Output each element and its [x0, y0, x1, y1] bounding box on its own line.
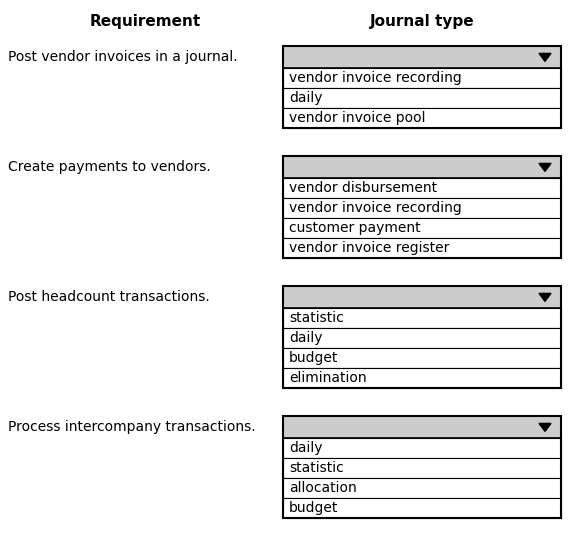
- Text: budget: budget: [289, 351, 338, 365]
- Polygon shape: [539, 293, 551, 301]
- Bar: [283, 416, 561, 518]
- Text: vendor invoice recording: vendor invoice recording: [289, 201, 462, 215]
- Bar: [283, 416, 561, 438]
- Bar: [283, 328, 561, 348]
- Bar: [283, 286, 561, 308]
- Polygon shape: [539, 164, 551, 171]
- Bar: [283, 46, 561, 128]
- Text: budget: budget: [289, 501, 338, 515]
- Bar: [283, 108, 561, 128]
- Text: statistic: statistic: [289, 311, 344, 325]
- Bar: [283, 198, 561, 218]
- Bar: [283, 156, 561, 178]
- Bar: [283, 178, 561, 198]
- Bar: [283, 478, 561, 498]
- Text: daily: daily: [289, 91, 322, 105]
- Bar: [283, 238, 561, 258]
- Text: daily: daily: [289, 331, 322, 345]
- Text: elimination: elimination: [289, 371, 367, 385]
- Text: daily: daily: [289, 441, 322, 455]
- Bar: [283, 348, 561, 368]
- Text: vendor disbursement: vendor disbursement: [289, 181, 437, 195]
- Text: Post headcount transactions.: Post headcount transactions.: [8, 290, 210, 304]
- Bar: [283, 88, 561, 108]
- Bar: [283, 218, 561, 238]
- Bar: [283, 46, 561, 68]
- Bar: [283, 458, 561, 478]
- Bar: [283, 156, 561, 258]
- Text: vendor invoice register: vendor invoice register: [289, 241, 449, 255]
- Text: Process intercompany transactions.: Process intercompany transactions.: [8, 420, 256, 434]
- Bar: [283, 438, 561, 458]
- Text: Create payments to vendors.: Create payments to vendors.: [8, 160, 211, 174]
- Bar: [283, 286, 561, 388]
- Bar: [283, 308, 561, 328]
- Bar: [283, 68, 561, 88]
- Text: Requirement: Requirement: [89, 14, 200, 29]
- Text: vendor invoice recording: vendor invoice recording: [289, 71, 462, 85]
- Text: allocation: allocation: [289, 481, 357, 495]
- Bar: [283, 368, 561, 388]
- Polygon shape: [539, 423, 551, 432]
- Text: customer payment: customer payment: [289, 221, 421, 235]
- Text: statistic: statistic: [289, 461, 344, 475]
- Polygon shape: [539, 53, 551, 61]
- Text: vendor invoice pool: vendor invoice pool: [289, 111, 425, 125]
- Text: Journal type: Journal type: [370, 14, 474, 29]
- Bar: [283, 498, 561, 518]
- Text: Post vendor invoices in a journal.: Post vendor invoices in a journal.: [8, 50, 238, 64]
